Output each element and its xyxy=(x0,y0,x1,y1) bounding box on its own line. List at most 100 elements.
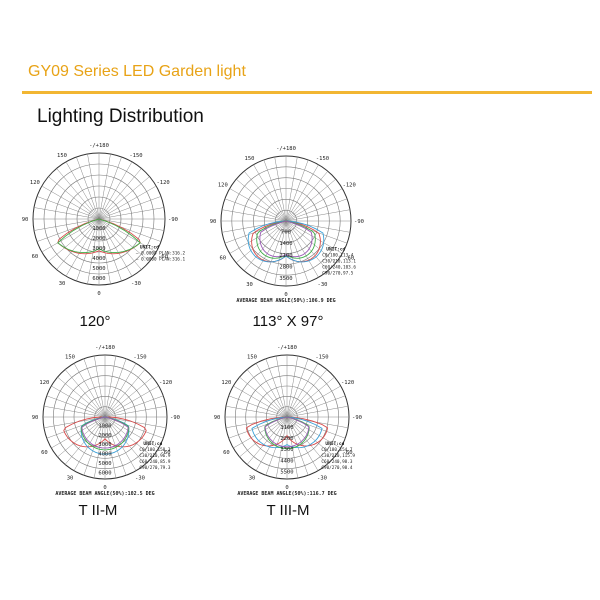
polar-spoke xyxy=(233,385,288,418)
polar-spoke xyxy=(286,416,341,449)
intensity-label: 2000 xyxy=(98,433,111,439)
polar-spoke xyxy=(98,207,165,220)
polar-spoke xyxy=(98,185,157,220)
polar-spoke xyxy=(104,416,153,458)
polar-spoke xyxy=(51,416,106,449)
polar-spoke xyxy=(93,355,106,418)
polar-spoke xyxy=(239,376,288,418)
polar-spoke xyxy=(255,363,288,418)
polar-spoke xyxy=(225,405,288,418)
polar-spoke xyxy=(255,416,288,471)
angle-label: -90 xyxy=(168,217,178,223)
legend-entry: C30/210,96.9 xyxy=(139,453,170,459)
polar-spoke xyxy=(104,416,167,429)
polar-spoke xyxy=(229,188,287,222)
polar-spoke xyxy=(286,416,335,458)
polar-spoke xyxy=(224,198,287,222)
beam-angle-note: AVERAGE BEAM ANGLE(50%):116.7 DEG xyxy=(237,491,336,497)
polar-spoke xyxy=(73,363,106,418)
polar-spoke xyxy=(228,416,288,439)
angle-label: -60 xyxy=(344,256,354,262)
angle-label: 150 xyxy=(65,354,75,360)
polar-spoke xyxy=(65,218,100,277)
angle-label: -/+180 xyxy=(89,143,109,149)
polar-spoke xyxy=(104,363,137,418)
angle-label: 60 xyxy=(32,254,39,260)
angle-label: 30 xyxy=(246,282,253,288)
polar-spoke xyxy=(104,355,117,418)
angle-label: -30 xyxy=(131,281,141,287)
polar-spoke xyxy=(285,220,298,286)
polar-spoke xyxy=(236,220,287,263)
beam-angle-note: AVERAGE BEAM ANGLE(50%):106.9 DEG xyxy=(236,298,335,304)
polar-spoke xyxy=(263,159,287,222)
diagram-caption-2: 113° X 97° xyxy=(252,313,324,330)
polar-spoke xyxy=(98,176,150,220)
distribution-curve-4 xyxy=(81,416,129,449)
angle-label: 90 xyxy=(22,217,29,223)
angle-label: -60 xyxy=(158,254,168,260)
polar-spoke xyxy=(43,416,106,429)
polar-spoke xyxy=(46,395,106,418)
polar-diagram-2: -/+180 -150 150 -120 120 -90 90 -60 60 -30 30 0 700 1… xyxy=(210,146,364,304)
polar-spoke xyxy=(285,220,309,283)
polar-spoke xyxy=(285,188,343,222)
legend-entry: C0/180,154.7 xyxy=(321,447,352,453)
intensity-label: 2800 xyxy=(279,264,292,270)
polar-spoke xyxy=(104,405,167,418)
polar-spoke xyxy=(98,218,150,262)
angle-label: 30 xyxy=(249,476,256,482)
polar-spoke xyxy=(76,156,100,220)
polar-spoke xyxy=(33,207,100,220)
intensity-label: 2100 xyxy=(279,253,292,259)
polar-spoke xyxy=(104,376,153,418)
polar-spoke xyxy=(246,416,288,465)
polar-spoke xyxy=(286,363,319,418)
polar-spoke xyxy=(286,369,328,418)
polar-spoke xyxy=(286,416,328,465)
intensity-label: 1000 xyxy=(98,423,111,429)
polar-spoke xyxy=(246,369,288,418)
intensity-label: 700 xyxy=(281,230,291,236)
angle-label: 90 xyxy=(210,219,217,225)
distribution-curve-1 xyxy=(63,416,147,448)
polar-spoke xyxy=(286,395,346,418)
polar-spoke xyxy=(41,218,100,253)
distribution-curve-4 xyxy=(259,220,313,258)
intensity-label: 4400 xyxy=(280,458,293,464)
legend-entry: C90/270,79.3 xyxy=(139,465,170,471)
angle-label: -/+180 xyxy=(95,345,115,351)
angle-label: 0 xyxy=(284,292,287,298)
polar-spoke xyxy=(36,196,100,220)
polar-spoke xyxy=(239,416,288,458)
angle-label: -150 xyxy=(315,354,328,360)
distribution-curve-4 xyxy=(264,416,310,448)
angle-label: -30 xyxy=(135,476,145,482)
angle-label: -90 xyxy=(170,415,180,421)
legend-entry: C30/210,115.9 xyxy=(321,453,355,459)
angle-label: 120 xyxy=(218,183,228,189)
polar-spoke xyxy=(221,209,287,222)
polar-spoke xyxy=(98,218,157,253)
polar-spoke xyxy=(285,220,343,254)
diagram-caption-1: 120° xyxy=(79,313,111,330)
angle-label: 60 xyxy=(219,256,226,262)
intensity-label: 2000 xyxy=(92,236,105,242)
polar-spoke xyxy=(228,395,288,418)
angle-label: -120 xyxy=(159,380,172,386)
intensity-label: 1400 xyxy=(279,241,292,247)
polar-spoke xyxy=(57,376,106,418)
polar-spoke xyxy=(275,355,288,418)
angle-label: -90 xyxy=(352,415,362,421)
intensity-label: 4000 xyxy=(98,452,111,458)
legend-entry: — 0.0000 PLAN:316.1 xyxy=(136,257,186,263)
product-title: GY09 Series LED Garden light xyxy=(28,63,246,80)
angle-label: 30 xyxy=(67,476,74,482)
polar-spoke xyxy=(98,196,162,220)
angle-label: -150 xyxy=(316,156,329,162)
angle-label: -150 xyxy=(129,153,142,159)
distribution-curve-2 xyxy=(57,218,141,254)
polar-spoke xyxy=(286,376,335,418)
header-divider xyxy=(22,91,592,94)
polar-spoke xyxy=(98,218,133,277)
